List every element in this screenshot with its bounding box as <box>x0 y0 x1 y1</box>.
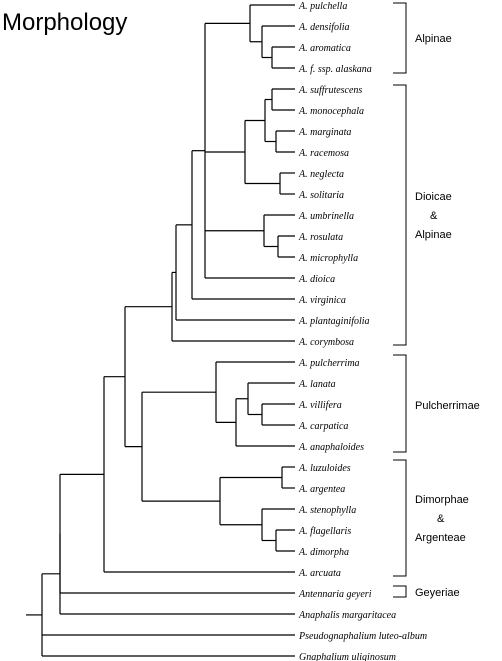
taxon-label: A. arcuata <box>298 568 341 579</box>
taxon-label: A. suffrutescens <box>298 85 362 96</box>
group-label-alpinae-2: Alpinae <box>415 229 452 241</box>
bracket-geyeriae <box>393 585 407 598</box>
group-labels: Alpinae Dioicae & Alpinae Pulcherrimae D… <box>415 33 480 599</box>
taxon-label: A. dimorpha <box>298 547 349 558</box>
bracket-dioicae-alpinae <box>393 84 407 346</box>
diagram-title: Morphology <box>2 9 127 36</box>
taxon-label: A. lanata <box>298 379 336 390</box>
taxon-label: Pseudognaphalium luteo-album <box>298 631 427 642</box>
taxon-label: A. umbrinella <box>298 211 354 222</box>
taxon-label: A. argentea <box>298 484 345 495</box>
taxon-label: Anaphalis margaritacea <box>298 610 396 621</box>
taxon-label: Antennaria geyeri <box>298 589 372 600</box>
group-label-ampersand-2: & <box>437 513 445 525</box>
taxon-label: Gnaphalium uliginosum <box>299 652 396 661</box>
group-label-geyeriae: Geyeriae <box>415 587 460 599</box>
taxon-label: A. solitaria <box>298 190 344 201</box>
taxon-label: A. monocephala <box>298 106 364 117</box>
group-brackets <box>393 2 407 598</box>
taxon-label: A. rosulata <box>298 232 343 243</box>
taxon-label: A. plantaginifolia <box>298 316 370 327</box>
taxon-label: A. carpatica <box>298 421 348 432</box>
taxon-label: A. aromatica <box>298 43 351 54</box>
taxon-label: A. stenophylla <box>298 505 356 516</box>
taxon-label: A. densifolia <box>298 22 350 33</box>
taxon-label: A. f. ssp. alaskana <box>298 64 372 75</box>
taxon-label: A. villifera <box>298 400 342 411</box>
taxon-label: A. dioica <box>298 274 335 285</box>
group-label-alpinae: Alpinae <box>415 33 452 45</box>
group-label-ampersand: & <box>430 210 438 222</box>
taxon-label: A. luzuloides <box>298 463 351 474</box>
taxon-label: A. microphylla <box>298 253 358 264</box>
taxon-label: A. neglecta <box>298 169 344 180</box>
bracket-pulcherrimae <box>393 354 407 453</box>
taxon-label: A. virginica <box>298 295 346 306</box>
taxon-label: A. pulchella <box>298 1 347 12</box>
taxon-label: A. anaphaloides <box>298 442 364 453</box>
taxon-label: A. pulcherrima <box>298 358 360 369</box>
tree-branches <box>26 4 295 657</box>
taxon-label: A. corymbosa <box>298 337 354 348</box>
taxon-label: A. flagellaris <box>298 526 351 537</box>
bracket-dimorphae-argenteae <box>393 459 407 577</box>
group-label-dimorphae: Dimorphae <box>415 494 469 506</box>
taxon-labels: A. pulchella A. densifolia A. aromatica … <box>298 1 427 661</box>
taxon-label: A. racemosa <box>298 148 349 159</box>
taxon-label: A. marginata <box>298 127 351 138</box>
group-label-argenteae: Argenteae <box>415 532 466 544</box>
bracket-alpinae <box>393 2 407 74</box>
group-label-dioicae: Dioicae <box>415 191 452 203</box>
group-label-pulcherrimae: Pulcherrimae <box>415 400 480 412</box>
